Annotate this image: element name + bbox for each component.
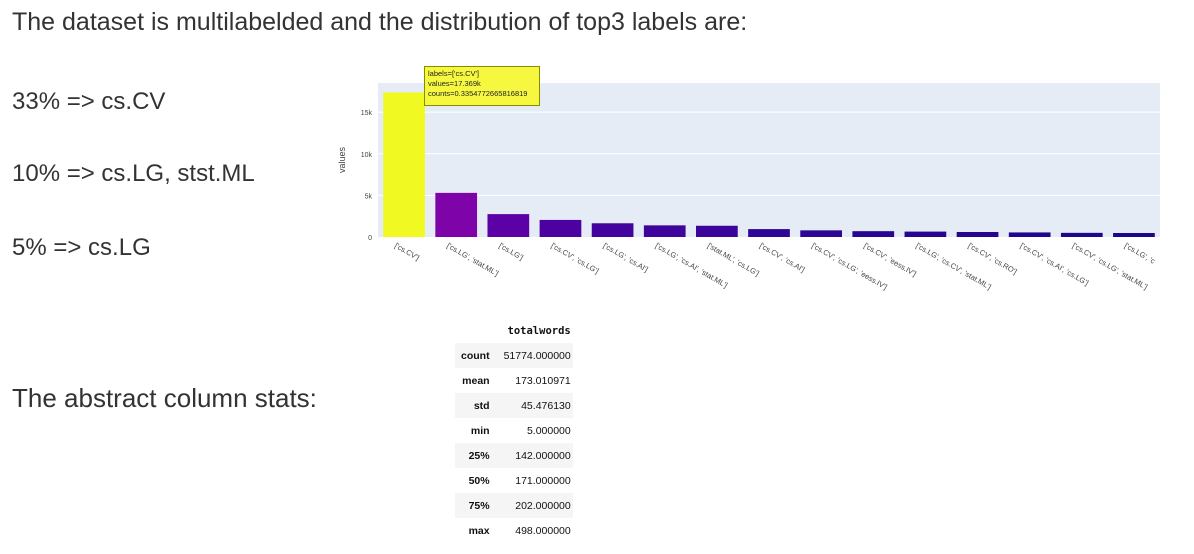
row-value: 51774.000000 xyxy=(497,343,573,368)
bar-2 xyxy=(435,192,478,237)
y-tick-label: 10k xyxy=(361,152,373,159)
x-tick-label: ['cs.CV'] xyxy=(393,241,421,262)
table-row: 25% 142.000000 xyxy=(455,443,573,468)
row-label: 50% xyxy=(468,474,490,487)
tooltip-counts: counts=0.33547726658168​19 xyxy=(428,89,528,98)
bar-4 xyxy=(539,219,582,237)
row-label: min xyxy=(470,424,490,437)
row-label: max xyxy=(468,524,490,537)
row-label: 25% xyxy=(455,443,498,468)
bar-11 xyxy=(904,231,947,237)
y-tick-label: 15k xyxy=(361,110,373,117)
x-tick-label: ['cs.CV', 'cs.LG'] xyxy=(549,241,600,276)
bar-9 xyxy=(800,230,842,237)
bar-8 xyxy=(748,229,790,237)
bar-5 xyxy=(591,223,634,237)
plot-background xyxy=(378,83,1160,237)
y-tick-label: 0 xyxy=(368,235,372,242)
row-label: count xyxy=(455,343,498,368)
row-label: 75% xyxy=(455,493,498,518)
table-row: min 5.000000 xyxy=(455,418,573,443)
stat-line-1: 33% => cs.CV xyxy=(12,88,166,115)
row-value: 171.000000 xyxy=(515,474,571,487)
bar-14 xyxy=(1060,232,1103,237)
table-corner xyxy=(455,318,498,343)
x-tick-label: ['cs.CV', 'cs.AI'] xyxy=(758,241,806,274)
table-row: std 45.476130 xyxy=(455,393,573,418)
y-axis-label: values xyxy=(337,146,347,173)
bar-12 xyxy=(956,232,999,237)
column-header-totalwords: totalwords xyxy=(507,324,571,337)
bar-13 xyxy=(1008,232,1051,237)
abstract-stats-table: totalwords count 51774.000000 mean 173.010… xyxy=(455,318,573,543)
row-value: 5.000000 xyxy=(526,424,571,437)
row-label: std xyxy=(455,393,498,418)
tooltip-values: values=17.369k xyxy=(428,79,481,88)
stat-line-2: 10% => cs.LG, stst.ML xyxy=(12,160,255,187)
x-tick-label: ['cs.CV', 'cs.RO'] xyxy=(967,241,1019,276)
bar-10 xyxy=(852,231,895,237)
bar-15 xyxy=(1113,233,1155,237)
bar-3 xyxy=(487,214,530,237)
table-row: max 498.000000 xyxy=(455,518,573,543)
x-tick-label: ['cs.LG', 'cs.AI'] xyxy=(602,241,650,274)
table-row: count 51774.000000 xyxy=(455,343,573,368)
label-distribution-chart: 0 5k 10k 15k values ['cs.CV'] ['cs.LG', 'stat.… xyxy=(337,83,1160,292)
stat-line-3: 5% => cs.LG xyxy=(12,234,151,261)
row-value: 202.000000 xyxy=(497,493,573,518)
y-tick-label: 5k xyxy=(365,193,373,200)
table-row: mean 173.010971 xyxy=(455,368,573,393)
row-value: 45.476130 xyxy=(497,393,573,418)
x-tick-label: ['cs.LG', 'c xyxy=(1123,241,1157,266)
table-row: 50% 171.000000 xyxy=(455,468,573,493)
tooltip-labels: labels=['cs.CV'] xyxy=(428,69,480,78)
x-tick-label: ['cs.LG'] xyxy=(497,241,525,262)
abstract-stats-label: The abstract column stats: xyxy=(12,383,317,413)
row-value: 142.000000 xyxy=(497,443,573,468)
page-heading: The dataset is multilabelded and the dis… xyxy=(12,8,748,36)
bar-7 xyxy=(696,225,738,237)
row-value: 173.010971 xyxy=(515,374,571,387)
bar-6 xyxy=(643,225,686,237)
bar-1 xyxy=(383,92,425,237)
row-label: mean xyxy=(462,374,490,387)
bar-hover-tooltip: labels=['cs.CV'] values=17.369k counts=0… xyxy=(424,66,540,106)
row-value: 498.000000 xyxy=(515,524,571,537)
x-tick-label: ['cs.LG', 'stat.ML'] xyxy=(445,241,500,278)
table-row: 75% 202.000000 xyxy=(455,493,573,518)
